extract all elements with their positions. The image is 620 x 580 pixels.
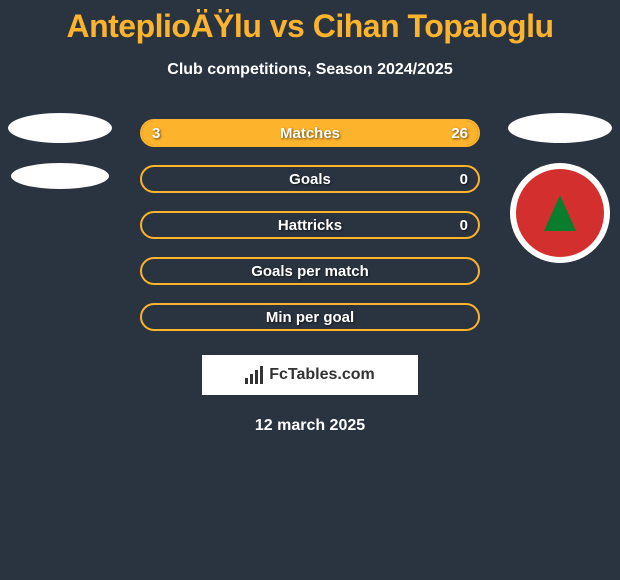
club-badge-umraniye-icon: [510, 163, 610, 263]
stat-bar-goals-per-match: Goals per match: [140, 257, 480, 285]
right-player-badges: [508, 113, 612, 263]
page-title: AnteplioÄŸlu vs Cihan Topaloglu: [0, 0, 620, 45]
stat-value-right: [458, 259, 478, 283]
stat-bar-goals: Goals 0: [140, 165, 480, 193]
stats-area: 3 Matches 26 Goals 0 Hattricks 0: [0, 119, 620, 331]
stat-value-right: 0: [450, 213, 478, 237]
stat-bar-hattricks: Hattricks 0: [140, 211, 480, 239]
subtitle: Club competitions, Season 2024/2025: [0, 61, 620, 79]
nation-badge-icon: [508, 113, 612, 143]
image-date: 12 march 2025: [0, 417, 620, 435]
stat-value-right: 0: [450, 167, 478, 191]
stat-bar-matches: 3 Matches 26: [140, 119, 480, 147]
club-badge-icon: [8, 113, 112, 143]
stats-comparison-card: AnteplioÄŸlu vs Cihan Topaloglu Club com…: [0, 0, 620, 580]
stat-label: Matches: [142, 121, 478, 145]
stat-bars: 3 Matches 26 Goals 0 Hattricks 0: [140, 119, 480, 331]
nation-badge-icon: [11, 163, 109, 189]
stat-label: Hattricks: [142, 213, 478, 237]
stat-bar-min-per-goal: Min per goal: [140, 303, 480, 331]
brand-text: FcTables.com: [269, 366, 375, 384]
stat-value-right: 26: [441, 121, 478, 145]
stat-label: Min per goal: [142, 305, 478, 329]
stat-label: Goals per match: [142, 259, 478, 283]
left-player-badges: [8, 113, 112, 189]
stat-value-right: [458, 305, 478, 329]
bar-chart-icon: [245, 366, 263, 384]
fctables-brand-badge[interactable]: FcTables.com: [202, 355, 418, 395]
stat-label: Goals: [142, 167, 478, 191]
